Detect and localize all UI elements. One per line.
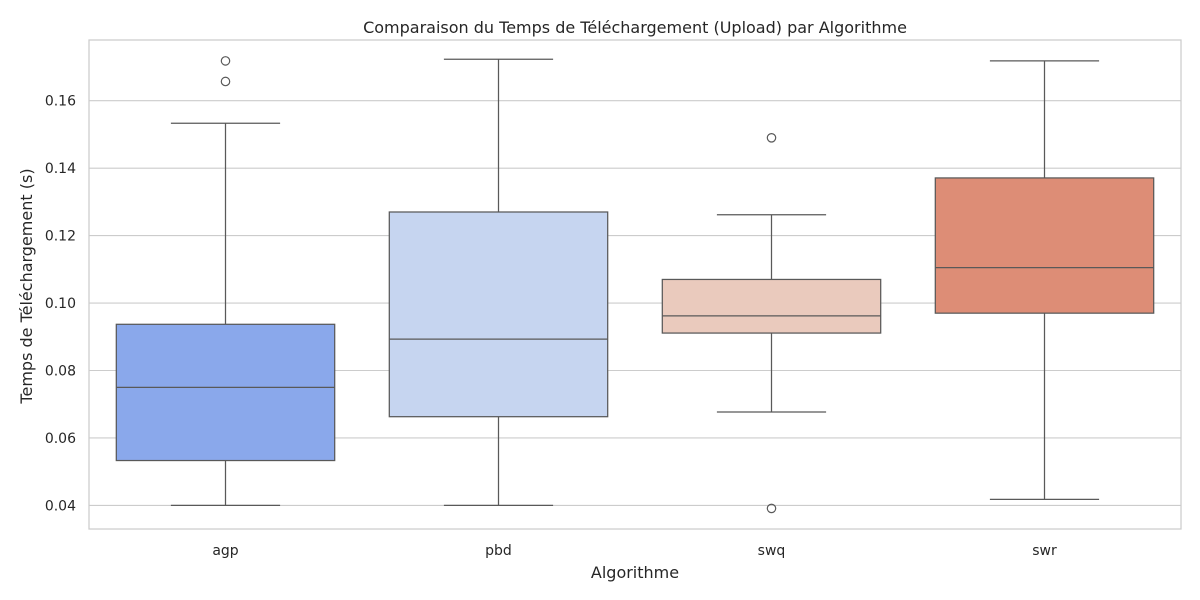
box-pbd xyxy=(388,58,609,507)
y-tick-label: 0.12 xyxy=(45,229,76,245)
box-swr xyxy=(934,60,1155,500)
y-tick-label: 0.06 xyxy=(45,431,76,447)
outlier-point xyxy=(220,56,231,66)
outlier-point xyxy=(766,133,777,143)
x-tick-labels: agp pbd swq swr xyxy=(212,543,1057,559)
y-tick-label: 0.16 xyxy=(45,94,76,110)
box-iqr xyxy=(661,278,882,334)
boxes xyxy=(115,56,1155,514)
y-tick-label: 0.04 xyxy=(45,498,76,514)
box-iqr xyxy=(115,323,336,462)
box-iqr xyxy=(388,211,609,418)
x-tick-label: swq xyxy=(758,543,786,559)
y-tick-label: 0.08 xyxy=(45,363,76,379)
plot-frame xyxy=(88,39,1182,530)
x-tick-label: agp xyxy=(212,543,238,559)
y-tick-labels: 0.04 0.06 0.08 0.10 0.12 0.14 0.16 xyxy=(45,94,76,515)
y-tick-label: 0.14 xyxy=(45,161,76,177)
outlier-point xyxy=(220,76,231,87)
box-swq xyxy=(661,133,882,514)
x-axis-label: Algorithme xyxy=(591,563,679,582)
y-axis-label: Temps de Téléchargement (s) xyxy=(17,168,36,404)
box-iqr xyxy=(934,177,1155,314)
chart-title: Comparaison du Temps de Téléchargement (… xyxy=(363,18,907,37)
y-tick-label: 0.10 xyxy=(45,296,76,312)
x-tick-label: swr xyxy=(1032,543,1057,559)
x-tick-label: pbd xyxy=(485,543,512,559)
outlier-point xyxy=(766,503,777,514)
box-agp xyxy=(115,56,336,507)
